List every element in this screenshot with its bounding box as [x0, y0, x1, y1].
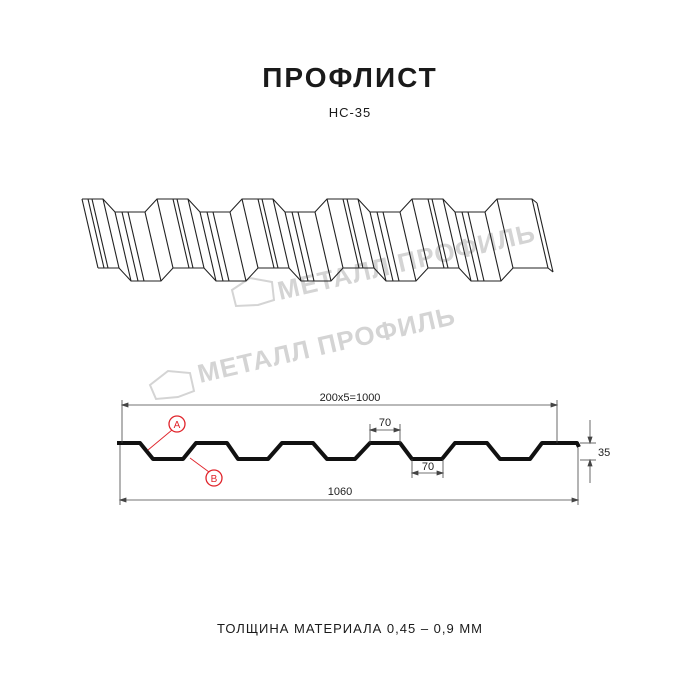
sheet-rib-line	[121, 211, 139, 282]
svg-text:МЕТАЛЛ ПРОФИЛЬ: МЕТАЛЛ ПРОФИЛЬ	[275, 217, 539, 306]
sheet-fold-line	[314, 211, 332, 282]
sheet-fold-line	[326, 198, 344, 269]
sheet-top-edge	[82, 198, 538, 213]
sheet-fold-line	[199, 211, 217, 282]
sheet-fold-line	[114, 211, 132, 282]
sheet-fold-line	[229, 211, 247, 282]
watermark-lower: МЕТАЛЛ ПРОФИЛЬ	[148, 300, 459, 401]
sheet-rib-line	[467, 211, 485, 282]
sheet-fold-line	[81, 198, 99, 269]
marker-b: B	[189, 457, 223, 487]
sheet-rib-line	[346, 198, 364, 269]
sheet-rib-line	[461, 211, 479, 282]
sheet-rib-line	[342, 198, 360, 269]
sheet-rib-line	[91, 198, 109, 269]
isometric-sheet-view	[81, 198, 554, 282]
svg-text:B: B	[211, 474, 218, 485]
sheet-rib-line	[127, 211, 145, 282]
sheet-rib-line	[87, 198, 105, 269]
sheet-fold-line	[454, 211, 472, 282]
sheet-fold-line	[156, 198, 174, 269]
sheet-fold-line	[399, 211, 417, 282]
watermark-upper: МЕТАЛЛ ПРОФИЛЬ	[230, 217, 539, 308]
sheet-rib-line	[176, 198, 194, 269]
profile-model: НС-35	[328, 105, 372, 120]
sheet-rib-line	[172, 198, 190, 269]
sheet-fold-line	[284, 211, 302, 282]
sheet-rib-line	[376, 211, 394, 282]
sheet-fold-line	[272, 198, 290, 269]
sheet-fold-line	[187, 198, 205, 269]
height-label: 35	[598, 447, 610, 459]
sheet-fold-line	[496, 198, 514, 269]
top-width-label: 70	[379, 417, 391, 429]
cross-section-profile	[117, 441, 581, 461]
sheet-rib-line	[431, 198, 449, 269]
marker-a: A	[147, 415, 186, 451]
sheet-fold-line	[369, 211, 387, 282]
sheet-fold-line	[102, 198, 120, 269]
sheet-rib-line	[206, 211, 224, 282]
sheet-fold-line	[241, 198, 259, 269]
dimension-lines	[118, 400, 596, 505]
sheet-fold-line	[531, 198, 549, 269]
sheet-fold-line	[484, 211, 502, 282]
total-width-label: 1060	[328, 486, 352, 498]
sheet-rib-line	[291, 211, 309, 282]
sheet-rib-line	[382, 211, 400, 282]
page-title: ПРОФЛИСТ	[262, 62, 438, 93]
sheet-fold-line	[442, 198, 460, 269]
svg-text:МЕТАЛЛ ПРОФИЛЬ: МЕТАЛЛ ПРОФИЛЬ	[195, 300, 459, 389]
svg-text:A: A	[174, 420, 181, 431]
sheet-rib-line	[427, 198, 445, 269]
sheet-fold-line	[411, 198, 429, 269]
sheet-rib-line	[257, 198, 275, 269]
sheet-fold-line	[357, 198, 375, 269]
sheet-rib-line	[297, 211, 315, 282]
material-thickness-note: ТОЛЩИНА МАТЕРИАЛА 0,45 – 0,9 ММ	[216, 621, 484, 636]
sheet-rib-line	[261, 198, 279, 269]
sheet-fold-line	[536, 202, 554, 273]
bottom-width-label: 70	[422, 461, 434, 473]
pitch-dimension-label: 200x5=1000	[320, 392, 381, 404]
sheet-rib-line	[212, 211, 230, 282]
sheet-fold-line	[144, 211, 162, 282]
